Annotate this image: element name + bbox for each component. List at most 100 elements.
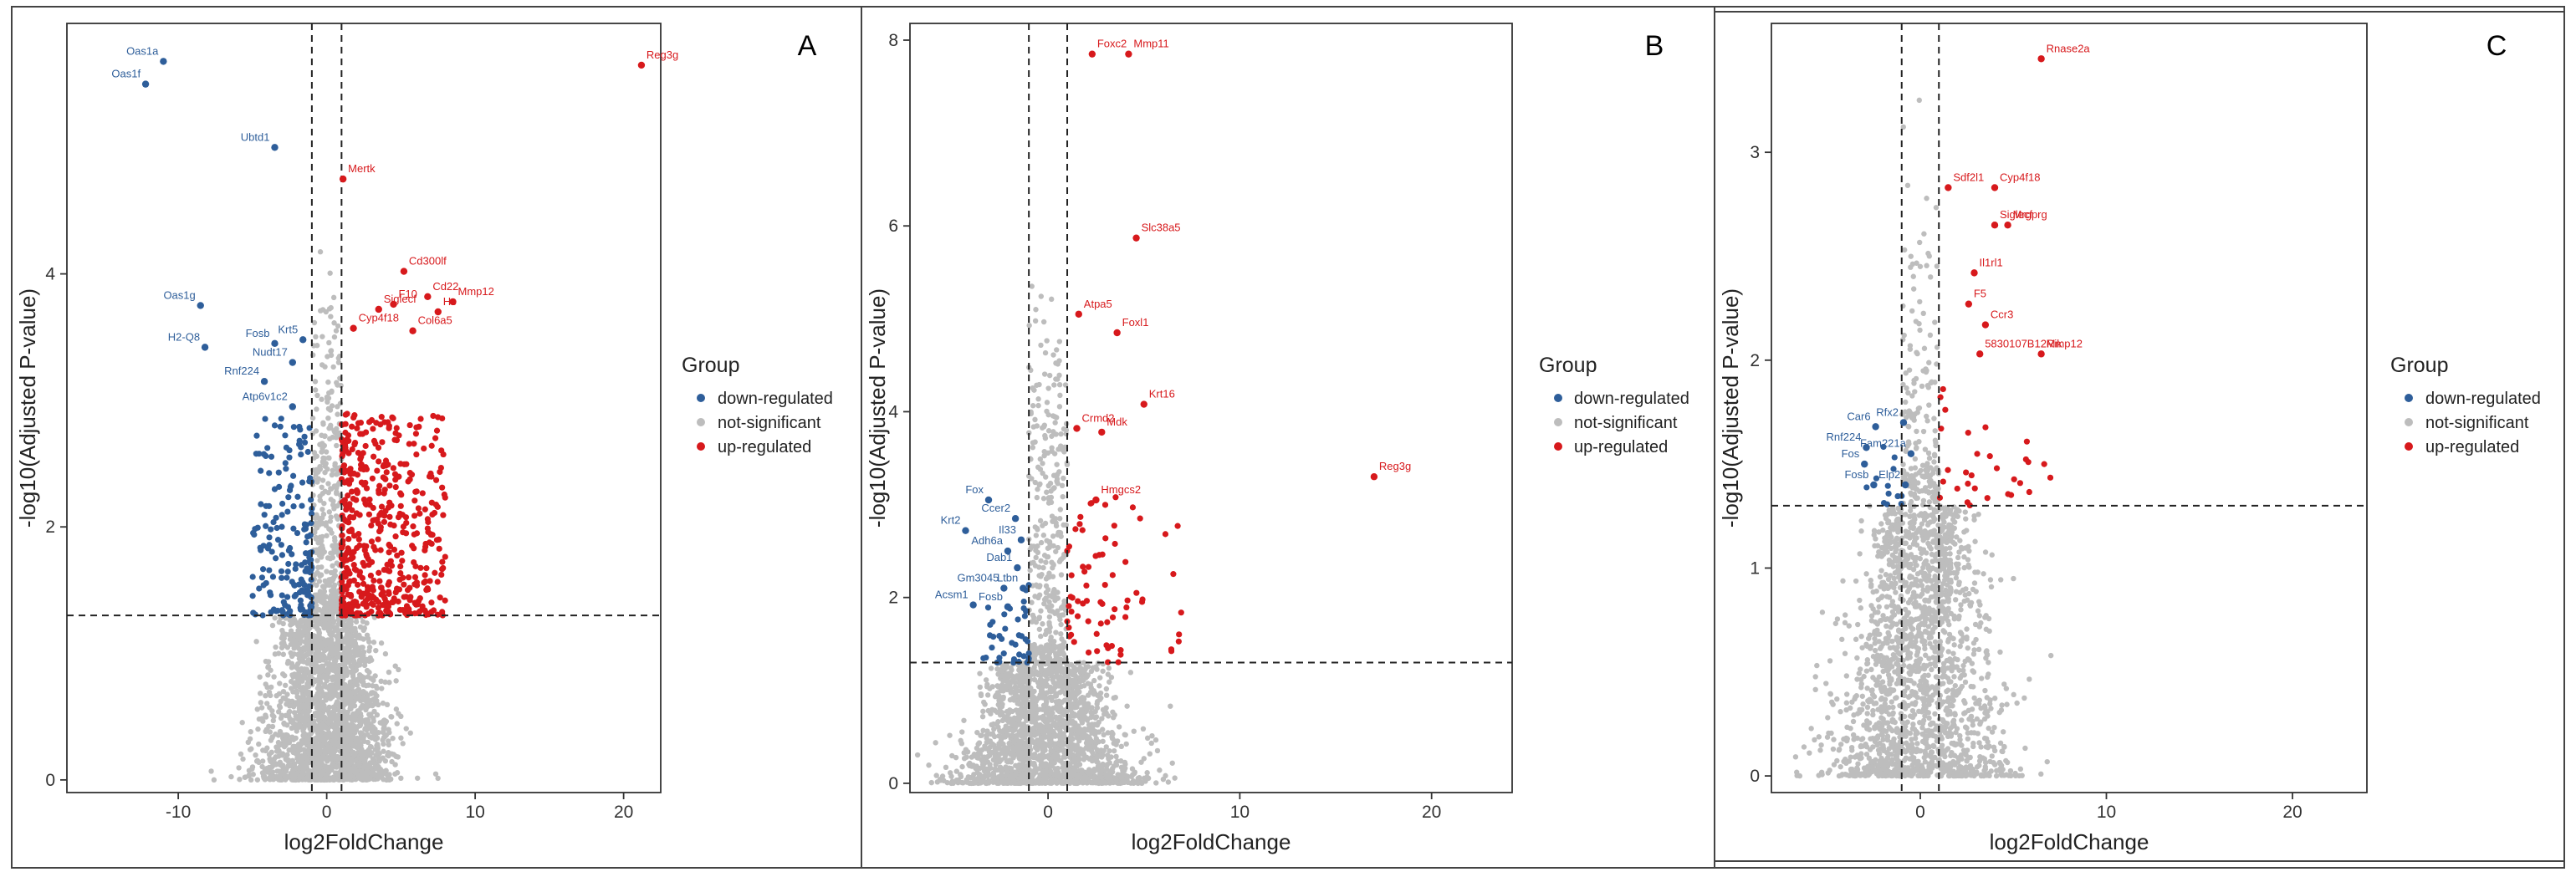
up-point [386,549,392,556]
ns-point [393,753,399,759]
ns-point [370,702,376,709]
ns-point [236,765,242,771]
ns-point [330,467,336,473]
ns-point [370,759,376,766]
ns-point [272,614,278,621]
ns-point [270,717,277,724]
ns-point [1040,425,1045,431]
ns-point [325,768,331,774]
up-point [382,476,389,482]
ns-point [1040,533,1047,538]
ns-point [353,667,360,673]
up-point [440,564,447,572]
down-point [270,518,277,526]
ns-point [353,619,360,625]
ns-point [314,766,320,772]
ns-point [317,573,323,579]
ns-point [318,554,325,560]
up-point [440,512,447,518]
ns-point [290,720,296,727]
down-point [284,569,291,575]
ns-point [1038,293,1044,299]
up-point [401,581,407,588]
up-point [412,431,420,437]
ns-point [267,705,273,711]
ns-point [240,756,246,762]
ns-point [345,644,350,650]
ns-point [325,415,331,421]
ns-point [355,743,362,749]
ns-point [328,314,334,319]
ns-point [273,754,279,760]
up-point [343,506,350,513]
ns-point [269,774,276,780]
ns-point [353,652,359,658]
ns-point [1045,706,1052,711]
ns-point [319,520,325,526]
ns-point [373,647,379,654]
ns-point [284,691,290,697]
gene-label: Cd22 [432,280,458,293]
ns-point [306,648,313,654]
ns-point [1127,670,1134,676]
ns-point [368,691,375,696]
up-point [368,538,376,545]
ns-point [211,777,217,783]
ns-point [342,685,348,691]
up-point [345,519,352,526]
ns-point [335,323,341,329]
ns-point [255,726,261,732]
ns-point [999,710,1005,716]
up-point [350,599,357,605]
ns-point [365,674,371,680]
ns-point [1042,349,1049,356]
ns-point [320,420,326,426]
ns-point [314,729,321,735]
up-point [432,569,438,576]
ns-point [309,415,316,421]
ns-point [323,449,330,455]
ns-point [1046,608,1053,614]
labeled-point [289,403,296,410]
y-tick-label: 2 [45,518,55,537]
up-point [398,492,405,498]
up-point [360,482,367,488]
ns-point [360,703,365,709]
up-point [400,606,406,614]
ns-point [304,757,310,762]
down-point [285,560,292,568]
up-point [406,597,413,604]
ns-point [1035,487,1040,492]
ns-point [983,677,989,683]
ns-point [372,673,378,679]
ns-point [366,639,372,645]
ns-point [276,619,283,625]
down-point [262,416,268,422]
gene-label: Oas1a [126,44,159,57]
ns-point [1050,533,1056,539]
ns-point [279,635,285,641]
ns-point [360,695,366,701]
ns-point [1056,381,1063,388]
ns-point [321,500,327,507]
ns-point [372,737,379,742]
ns-point [1030,424,1036,430]
ns-point [273,748,280,754]
ns-point [314,406,319,412]
ns-point [313,622,319,628]
ns-point [343,635,350,641]
ns-point [333,328,340,334]
up-point [356,589,363,595]
up-point [403,461,410,467]
down-point [271,422,279,429]
ns-point [1030,403,1036,409]
up-point [345,547,352,553]
ns-point [1131,728,1137,734]
up-point [435,536,442,543]
ns-point [288,641,294,647]
up-point [357,431,364,437]
ns-point [367,743,374,750]
ns-point [345,714,352,720]
ns-point [365,732,371,737]
ns-point [1058,572,1065,578]
